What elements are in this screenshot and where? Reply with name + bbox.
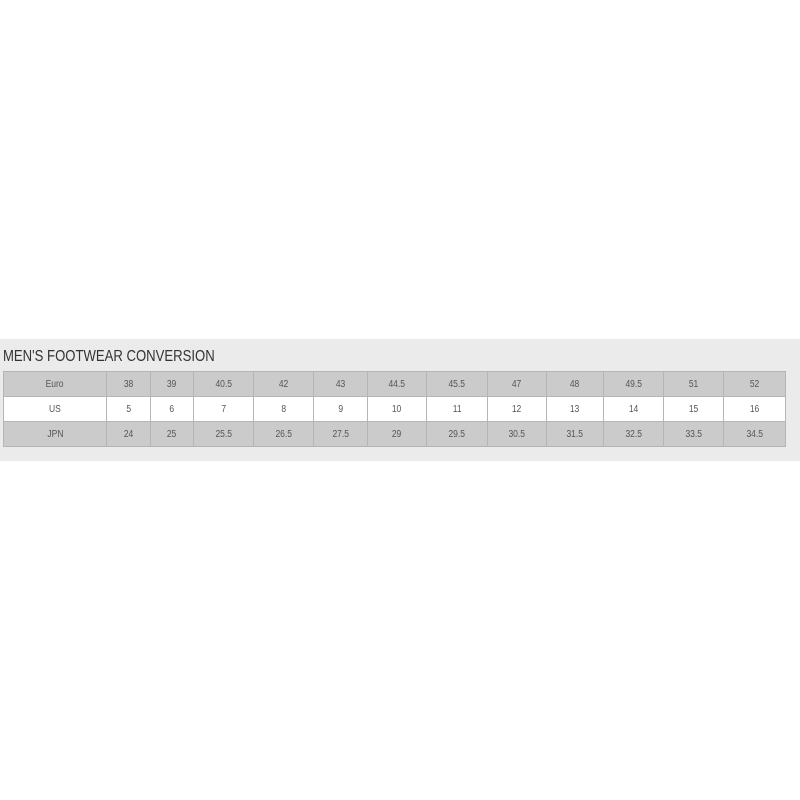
table-cell: 45.5 xyxy=(426,371,488,397)
row-header: JPN xyxy=(3,421,107,447)
table-cell: 24 xyxy=(106,421,151,447)
size-conversion-table: Euro 38 39 40.5 42 43 44.5 45.5 47 48 49.5 51 52 US 5 6… xyxy=(3,371,786,447)
cell-text: Euro xyxy=(46,378,64,390)
table-cell: 10 xyxy=(367,396,427,422)
chart-title: MEN'S FOOTWEAR CONVERSION xyxy=(3,348,215,365)
table-cell: 42 xyxy=(253,371,314,397)
table-cell: 38 xyxy=(106,371,151,397)
table-cell: 39 xyxy=(150,371,194,397)
table-cell: 25 xyxy=(150,421,194,447)
cell-text: 9 xyxy=(338,403,343,415)
cell-text: 33.5 xyxy=(685,428,702,440)
cell-text: 49.5 xyxy=(625,378,642,390)
cell-text: 14 xyxy=(628,403,639,415)
row-header: Euro xyxy=(3,371,107,397)
cell-text: 8 xyxy=(281,403,286,415)
table-cell: 43 xyxy=(313,371,368,397)
table-cell: 13 xyxy=(546,396,604,422)
table-cell: 6 xyxy=(150,396,194,422)
cell-text: 27.5 xyxy=(332,428,349,440)
cell-text: 38 xyxy=(123,378,134,390)
cell-text: 16 xyxy=(749,403,760,415)
cell-text: 52 xyxy=(749,378,760,390)
cell-text: 15 xyxy=(688,403,699,415)
table-cell: 16 xyxy=(723,396,786,422)
cell-text: 47 xyxy=(512,378,522,390)
cell-text: 51 xyxy=(688,378,699,390)
cell-text: 43 xyxy=(335,378,346,390)
cell-text: 26.5 xyxy=(275,428,292,440)
cell-text: 6 xyxy=(169,403,175,415)
table-cell: 8 xyxy=(253,396,314,422)
table-cell: 51 xyxy=(663,371,724,397)
cell-text: 25.5 xyxy=(215,428,232,440)
table-cell: 40.5 xyxy=(193,371,254,397)
table-row-us: US 5 6 7 8 9 10 11 12 13 14 15 16 xyxy=(3,396,786,422)
cell-text: 39 xyxy=(167,378,177,390)
conversion-panel: MEN'S FOOTWEAR CONVERSION Euro 38 39 40.5 42… xyxy=(0,339,800,461)
table-cell: 29.5 xyxy=(426,421,488,447)
cell-text: 42 xyxy=(278,378,289,390)
table-cell: 49.5 xyxy=(603,371,664,397)
table-cell: 11 xyxy=(426,396,488,422)
table-cell: 7 xyxy=(193,396,254,422)
table-cell: 12 xyxy=(487,396,547,422)
table-cell: 9 xyxy=(313,396,368,422)
cell-text: 32.5 xyxy=(625,428,642,440)
cell-text: 45.5 xyxy=(448,378,466,390)
cell-text: 10 xyxy=(392,403,402,415)
table-cell: 33.5 xyxy=(663,421,724,447)
cell-text: 25 xyxy=(167,428,177,440)
table-cell: 14 xyxy=(603,396,664,422)
table-cell: 34.5 xyxy=(723,421,786,447)
cell-text: 40.5 xyxy=(215,378,232,390)
table-cell: 5 xyxy=(106,396,151,422)
cell-text: 34.5 xyxy=(746,428,763,440)
cell-text: JPN xyxy=(46,428,64,440)
cell-text: 11 xyxy=(452,403,462,415)
table-cell: 25.5 xyxy=(193,421,254,447)
table-row-jpn: JPN 24 25 25.5 26.5 27.5 29 29.5 30.5 31.5 32.5 33.… xyxy=(3,421,786,447)
table-cell: 15 xyxy=(663,396,724,422)
table-cell: 48 xyxy=(546,371,604,397)
cell-text: 7 xyxy=(221,403,226,415)
cell-text: 12 xyxy=(512,403,522,415)
cell-text: 13 xyxy=(570,403,580,415)
table-cell: 29 xyxy=(367,421,427,447)
table-row-euro: Euro 38 39 40.5 42 43 44.5 45.5 47 48 49.5 51 52 xyxy=(3,371,786,397)
cell-text: US xyxy=(49,403,61,415)
table-cell: 27.5 xyxy=(313,421,368,447)
table-cell: 47 xyxy=(487,371,547,397)
table-cell: 30.5 xyxy=(487,421,547,447)
cell-text: 31.5 xyxy=(566,428,584,440)
cell-text: 44.5 xyxy=(388,378,406,390)
table-cell: 52 xyxy=(723,371,786,397)
table-cell: 26.5 xyxy=(253,421,314,447)
row-header: US xyxy=(3,396,107,422)
table-cell: 31.5 xyxy=(546,421,604,447)
cell-text: 29 xyxy=(392,428,402,440)
table-cell: 44.5 xyxy=(367,371,427,397)
cell-text: 48 xyxy=(570,378,580,390)
table-cell: 32.5 xyxy=(603,421,664,447)
cell-text: 29.5 xyxy=(448,428,466,440)
cell-text: 24 xyxy=(123,428,134,440)
cell-text: 5 xyxy=(126,403,131,415)
cell-text: 30.5 xyxy=(508,428,526,440)
